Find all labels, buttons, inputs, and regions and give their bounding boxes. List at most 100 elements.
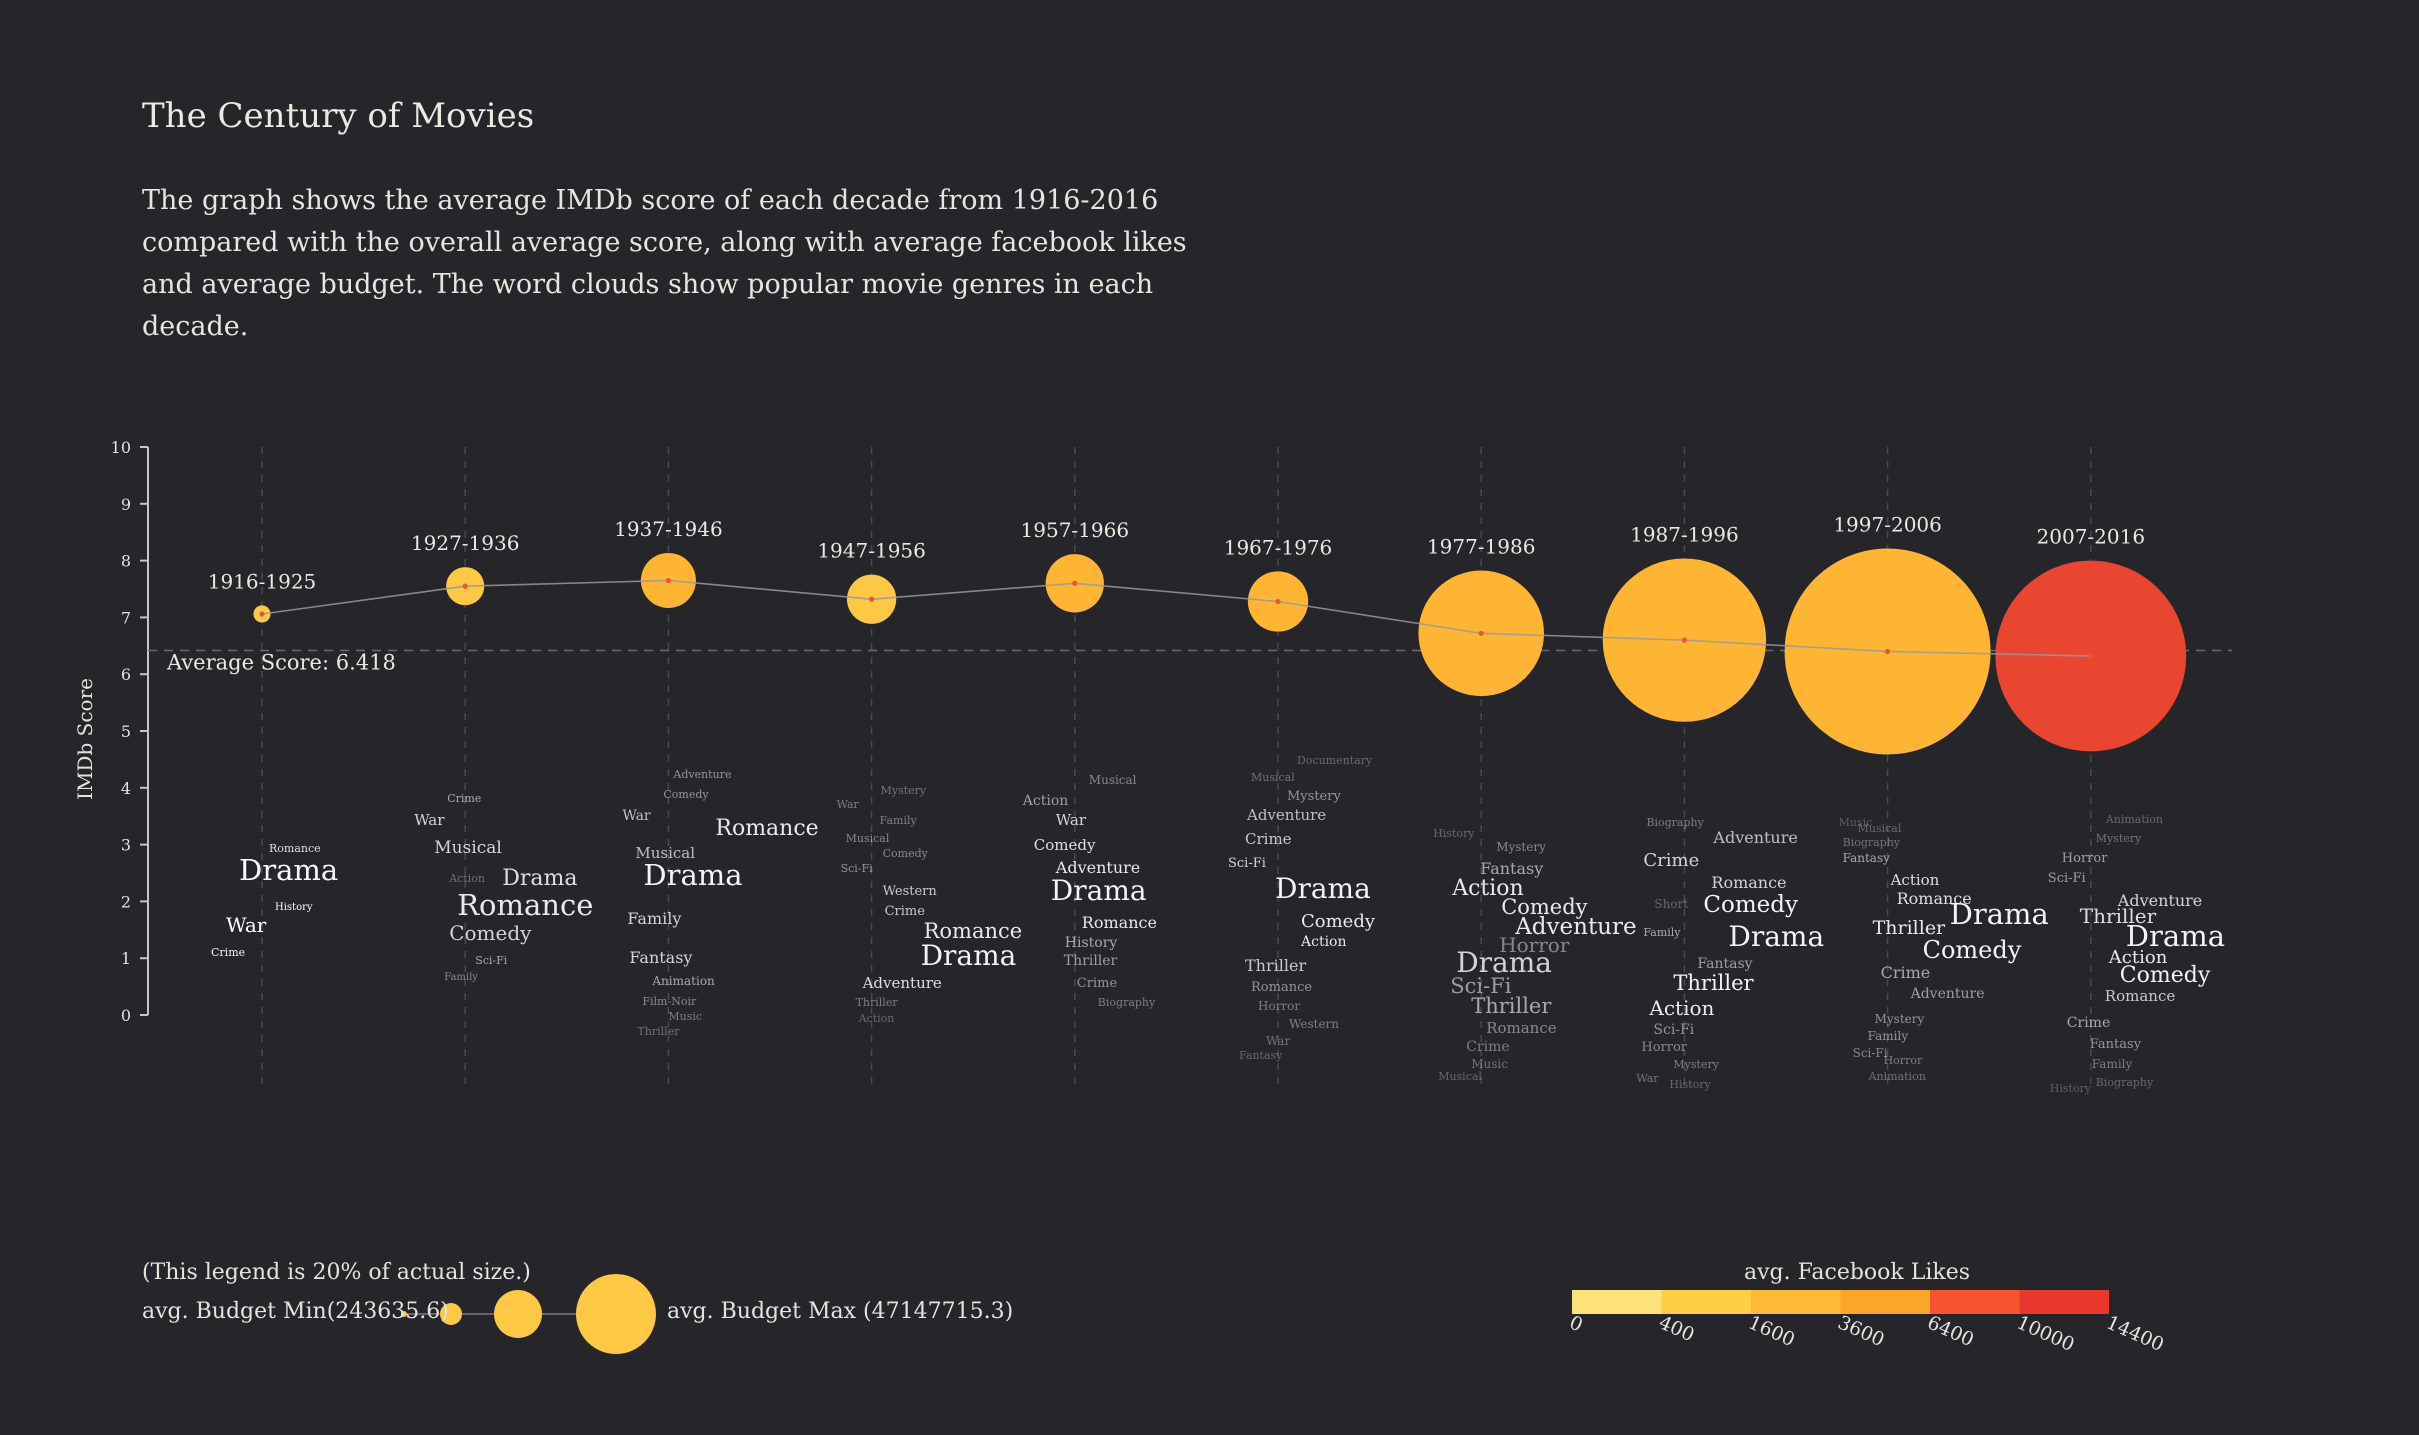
genre-word: Thriller — [1471, 994, 1552, 1018]
genre-word: Film-Noir — [642, 995, 697, 1008]
genre-word: Musical — [434, 838, 502, 858]
genre-word: Fantasy — [1843, 851, 1891, 865]
genre-word: Sci-Fi — [475, 954, 508, 967]
genre-word: Family — [1643, 926, 1681, 939]
genre-word: Romance — [1897, 889, 1972, 908]
genre-word: Action — [1890, 871, 1940, 889]
genre-word: Horror — [1884, 1054, 1923, 1067]
decade-columns: Average Score: 6.4181916-1925RomanceDram… — [148, 447, 2232, 1095]
genre-word: Mystery — [1287, 789, 1341, 804]
score-point[interactable] — [2088, 653, 2094, 659]
y-axis-title: IMDb Score — [73, 678, 97, 800]
genre-word: War — [837, 798, 860, 811]
genre-word: Crime — [1466, 1039, 1509, 1055]
genre-word: Family — [444, 972, 478, 983]
genre-word: War — [1266, 1034, 1290, 1048]
genre-word: Thriller — [856, 996, 899, 1009]
genre-word: Romance — [1251, 980, 1312, 995]
genre-word: Sci-Fi — [1853, 1046, 1888, 1060]
decade-label: 1967-1976 — [1224, 535, 1333, 559]
genre-word: Animation — [1868, 1070, 1926, 1083]
score-point[interactable] — [1681, 637, 1687, 643]
genre-word: History — [1669, 1078, 1711, 1091]
genre-word: Comedy — [1703, 892, 1798, 918]
genre-word: Romance — [457, 888, 593, 922]
genre-word: Thriller — [2080, 904, 2157, 928]
y-tick-label: 3 — [121, 836, 131, 855]
genre-word: Mystery — [1673, 1058, 1719, 1071]
genre-word: Family — [1868, 1029, 1909, 1043]
genre-word: Drama — [1051, 874, 1147, 907]
genre-word: Action — [858, 1012, 895, 1025]
score-point[interactable] — [1072, 580, 1078, 586]
y-tick-label: 2 — [121, 892, 131, 911]
genre-word: Comedy — [663, 788, 709, 801]
score-point[interactable] — [1885, 648, 1891, 655]
genre-word: Thriller — [637, 1025, 680, 1038]
genre-word: History — [1433, 827, 1475, 840]
genre-word: Musical — [1858, 822, 1902, 835]
genre-word: Mystery — [1875, 1012, 1925, 1026]
genre-word: Drama — [1950, 897, 2049, 931]
genre-word: Comedy — [1301, 911, 1376, 932]
facebook-likes-legend-title: avg. Facebook Likes — [1744, 1260, 1971, 1285]
score-point[interactable] — [259, 611, 265, 617]
genre-word: Adventure — [1910, 986, 1985, 1002]
genre-word: Crime — [1881, 963, 1931, 982]
genre-word: War — [226, 913, 267, 937]
genre-word: Western — [1289, 1017, 1339, 1031]
facebook-likes-tick: 0 — [1566, 1311, 1586, 1336]
genre-word: Horror — [1258, 999, 1300, 1013]
decade-label: 1977-1986 — [1427, 535, 1536, 559]
genre-word: Horror — [2062, 851, 2108, 866]
score-line — [261, 579, 2091, 657]
genre-word: Comedy — [1034, 836, 1096, 854]
genre-word: Drama — [239, 853, 338, 887]
genre-word: Thriller — [1673, 971, 1754, 995]
budget-legend-circle — [440, 1303, 462, 1325]
genre-word: Crime — [2067, 1015, 2110, 1031]
budget-legend-circle — [401, 1311, 407, 1317]
genre-word: Crime — [211, 946, 245, 959]
genre-word: Comedy — [1923, 936, 2022, 964]
genre-word-cloud: Animation Mystery Horror Sci-Fi AdventureThr… — [2048, 813, 2225, 1095]
genre-word: Comedy — [2120, 963, 2211, 988]
genre-word: Mystery — [1496, 840, 1546, 854]
score-point[interactable] — [1478, 630, 1484, 636]
score-point[interactable] — [665, 577, 672, 584]
score-point[interactable] — [869, 596, 875, 602]
genre-word: Music — [668, 1010, 702, 1023]
genre-word: Action — [1022, 793, 1069, 809]
facebook-likes-tick: 14400 — [2103, 1311, 2167, 1356]
genre-word: Adventure — [1246, 806, 1326, 824]
legend-note: (This legend is 20% of actual size.) — [142, 1260, 531, 1285]
genre-word-cloud: History Mystery FantasyActionComedyAdventu… — [1433, 827, 1636, 1083]
genre-word: Sci-Fi — [1228, 856, 1266, 871]
y-tick-label: 8 — [121, 552, 131, 571]
y-tick-label: 5 — [121, 722, 131, 741]
genre-word: Comedy — [1501, 895, 1587, 919]
budget-min-label: avg. Budget Min(243635.6) — [142, 1299, 449, 1324]
genre-word: Thriller — [1245, 956, 1306, 975]
genre-word: Family — [627, 909, 681, 928]
genre-word: History — [1065, 935, 1118, 951]
genre-word: Biography — [1646, 816, 1704, 829]
genre-word: Animation — [2105, 813, 2163, 826]
score-point[interactable] — [1275, 598, 1281, 605]
genre-word: Romance — [715, 816, 818, 841]
genre-word: Action — [448, 872, 485, 885]
genre-word: Action — [2108, 947, 2168, 968]
genre-word: Adventure — [862, 974, 942, 992]
genre-word: Romance — [1082, 913, 1157, 932]
genre-word: Adventure — [2117, 891, 2202, 910]
facebook-likes-swatch — [1751, 1290, 1841, 1314]
genre-word: Sci-Fi — [1450, 974, 1512, 998]
score-point[interactable] — [462, 583, 468, 589]
genre-word: Biography — [1843, 836, 1901, 849]
facebook-likes-swatch — [1840, 1290, 1930, 1314]
